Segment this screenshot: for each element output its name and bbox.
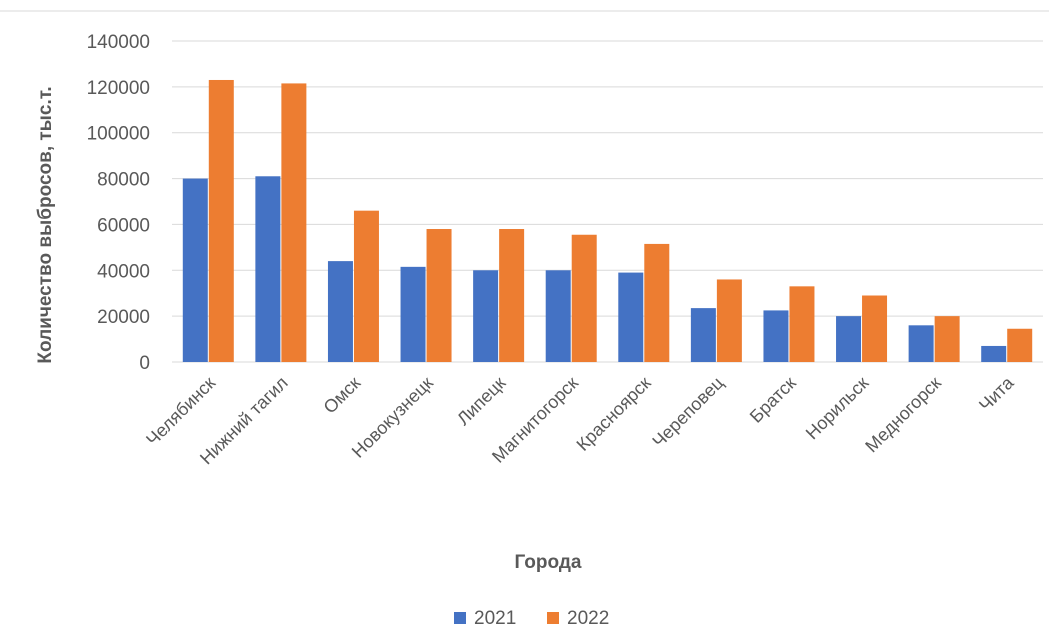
bar-2022-10 — [862, 295, 888, 362]
legend-label-2022: 2022 — [567, 608, 609, 628]
y-tick-label: 60000 — [97, 215, 150, 236]
bar-2021-9 — [763, 310, 789, 362]
bar-2021-1 — [182, 178, 208, 362]
bars — [182, 79, 1033, 363]
y-tick-label: 80000 — [97, 170, 150, 191]
x-category-label: Череповец — [648, 373, 727, 452]
bar-2022-1 — [208, 79, 234, 362]
y-tick-label: 120000 — [87, 78, 150, 99]
bar-2021-5 — [473, 270, 499, 362]
bar-2021-4 — [400, 266, 426, 362]
x-category-label: Красноярск — [573, 373, 655, 455]
bar-2022-6 — [571, 234, 597, 362]
bar-2021-12 — [981, 345, 1007, 362]
y-tick-label: 20000 — [97, 307, 150, 328]
legend-swatch-2022 — [547, 612, 559, 624]
bar-2022-9 — [789, 286, 815, 362]
legend-label-2021: 2021 — [474, 608, 516, 628]
bar-2021-6 — [545, 270, 571, 362]
bar-2021-10 — [836, 316, 862, 362]
y-tick-label: 140000 — [87, 32, 150, 53]
y-tick-label: 100000 — [87, 124, 150, 145]
x-category-label: Омск — [320, 373, 365, 418]
x-category-label: Норильск — [802, 373, 873, 444]
bar-2021-8 — [690, 308, 716, 362]
bar-2022-4 — [426, 229, 452, 362]
y-tick-label: 40000 — [97, 261, 150, 282]
x-category-label: Медногорск — [861, 373, 945, 457]
x-category-label: Братск — [746, 373, 800, 427]
bar-2021-3 — [327, 261, 353, 362]
bar-2021-7 — [618, 272, 644, 362]
bar-2022-12 — [1007, 328, 1033, 362]
bar-2021-2 — [255, 176, 281, 362]
x-category-label: Челябинск — [142, 373, 219, 450]
x-category-label: Чита — [975, 372, 1018, 415]
legend-swatch-2021 — [454, 612, 466, 624]
bar-2022-7 — [644, 243, 670, 362]
gridlines — [172, 40, 1043, 363]
y-axis-title: Количество выбросов, тыс.т. — [35, 86, 56, 363]
x-axis-title: Города — [514, 552, 581, 573]
y-tick-label: 0 — [139, 353, 150, 374]
bar-2022-8 — [716, 279, 742, 362]
bar-2022-5 — [499, 229, 525, 362]
y-axis-ticks: 0 20000 40000 60000 80000 100000 120000 140000 — [87, 32, 150, 374]
bar-2021-11 — [908, 325, 934, 362]
legend: 2021 2022 — [454, 608, 609, 628]
x-category-label: Липецк — [453, 373, 510, 430]
bar-2022-11 — [934, 316, 960, 362]
bar-2022-3 — [353, 210, 379, 362]
bar-2022-2 — [281, 83, 307, 363]
